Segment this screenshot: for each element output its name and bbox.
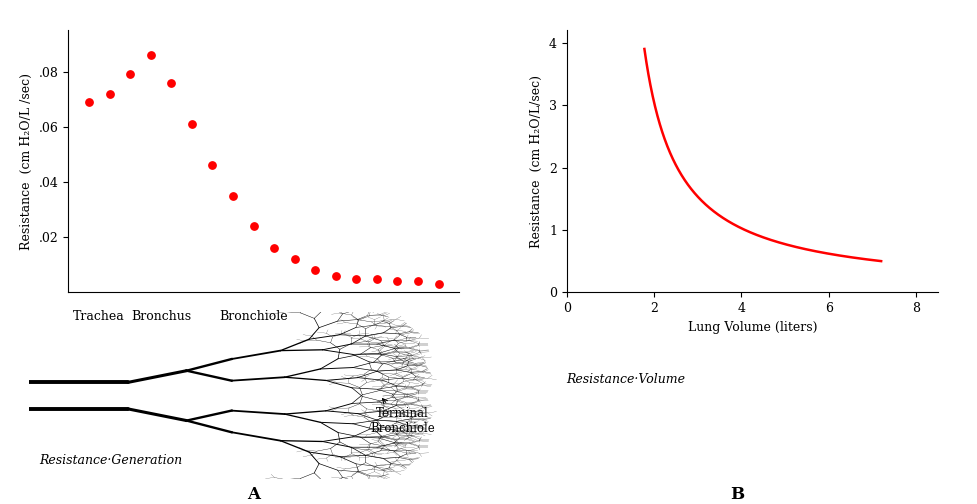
Point <box>308 266 323 274</box>
Point <box>245 222 261 230</box>
Point <box>369 275 385 283</box>
Text: Bronchiole: Bronchiole <box>219 310 288 323</box>
Text: Trachea: Trachea <box>73 310 125 323</box>
Text: Bronchus: Bronchus <box>131 310 191 323</box>
Point <box>102 90 117 98</box>
Y-axis label: Resistance  (cm H₂O/L/sec): Resistance (cm H₂O/L/sec) <box>531 75 543 248</box>
Point <box>225 192 240 200</box>
Point <box>81 98 97 106</box>
Point <box>410 277 426 285</box>
Point <box>349 275 364 283</box>
Text: Resistance·Generation: Resistance·Generation <box>39 454 182 467</box>
Point <box>431 280 446 288</box>
Y-axis label: Resistance  (cm H₂O/L /sec): Resistance (cm H₂O/L /sec) <box>21 73 33 250</box>
Point <box>390 277 405 285</box>
X-axis label: Lung Volume (liters): Lung Volume (liters) <box>688 321 817 334</box>
Point <box>122 71 138 79</box>
Text: A: A <box>247 486 261 503</box>
Text: B: B <box>731 486 744 503</box>
Point <box>163 79 179 87</box>
Point <box>287 255 303 263</box>
Point <box>204 161 220 169</box>
Point <box>143 51 158 59</box>
Text: Terminal
Bronchiole: Terminal Bronchiole <box>370 399 435 435</box>
Point <box>328 272 344 280</box>
Point <box>184 120 199 128</box>
Text: Resistance·Volume: Resistance·Volume <box>567 373 686 386</box>
Point <box>267 244 282 252</box>
